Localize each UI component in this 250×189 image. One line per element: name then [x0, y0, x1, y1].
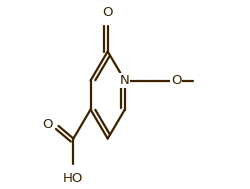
Text: HO: HO: [63, 172, 83, 184]
Text: O: O: [170, 74, 181, 87]
Text: N: N: [120, 74, 129, 87]
Text: O: O: [102, 5, 113, 19]
Text: O: O: [42, 118, 52, 131]
